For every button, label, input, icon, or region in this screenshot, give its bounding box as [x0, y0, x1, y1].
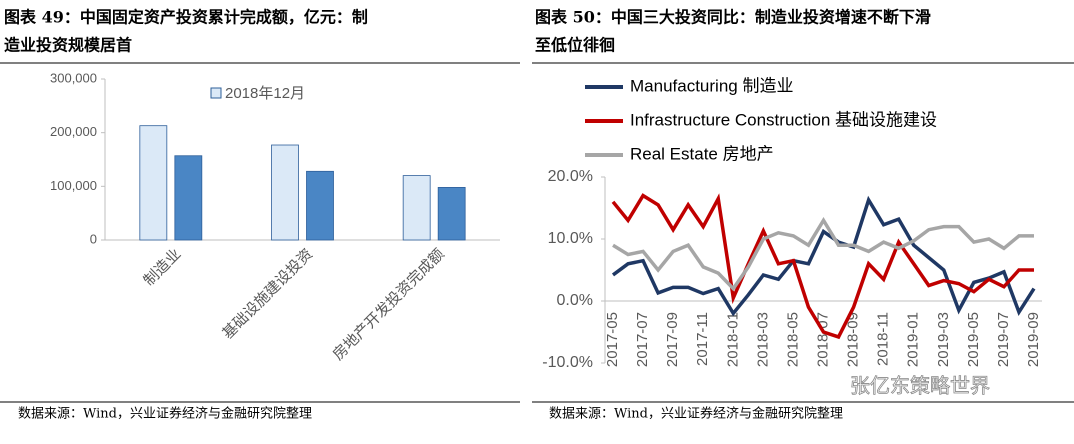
- line: [611, 195, 1036, 317]
- x-tick-label: 2017-11: [694, 312, 711, 366]
- x-tick-label: 2018-05: [784, 312, 801, 367]
- legend-label: 2018年12月: [225, 85, 305, 102]
- x-tick-label: 基础设施建设投资: [219, 246, 316, 343]
- bar: [402, 175, 431, 241]
- x-tick-label: 2019-07: [995, 312, 1012, 367]
- y-tick-label: 10.0%: [548, 230, 593, 247]
- bar: [437, 187, 466, 241]
- bar: [306, 170, 334, 241]
- bar: [139, 125, 168, 241]
- chart-title: 图表 49：中国固定资产投资累计完成额，亿元：制: [4, 8, 368, 27]
- watermark: 张亿东策略世界: [850, 374, 990, 397]
- x-tick-label: 2018-03: [754, 312, 771, 367]
- source: 数据来源：Wind，兴业证券经济与金融研究院整理: [549, 406, 843, 422]
- x-tick-label: 2018-11: [875, 312, 892, 366]
- y-tick-label: 300,000: [50, 70, 97, 85]
- y-tick-label: -10.0%: [542, 354, 593, 371]
- chart-title: 造业投资规模居首: [4, 36, 132, 55]
- x-tick-label: 2019-01: [905, 312, 922, 367]
- y-tick-label: 0.0%: [557, 292, 593, 309]
- chart-title: 至低位徘徊: [535, 36, 615, 55]
- x-tick-label: 房地产开发投资完成额: [330, 246, 448, 364]
- legend-label: Infrastructure Construction 基础设施建设: [630, 110, 937, 129]
- y-tick-label: 100,000: [50, 178, 97, 193]
- x-tick-label: 2019-05: [965, 312, 982, 367]
- y-tick-label: 20.0%: [548, 168, 593, 185]
- legend-swatch: [210, 87, 222, 99]
- bar: [174, 155, 203, 241]
- x-tick-label: 2017-07: [634, 312, 651, 367]
- bar: [271, 144, 299, 241]
- legend-label: Manufacturing 制造业: [630, 76, 793, 95]
- x-tick-label: 2018-01: [724, 312, 741, 367]
- x-tick-label: 2018-09: [845, 312, 862, 367]
- x-tick-label: 制造业: [141, 246, 185, 290]
- x-tick-label: 2017-09: [664, 312, 681, 367]
- line: [612, 217, 1034, 292]
- chart-title: 图表 50：中国三大投资同比：制造业投资增速不断下滑: [535, 8, 931, 27]
- y-tick-label: 200,000: [50, 124, 97, 139]
- line: [611, 193, 1034, 340]
- x-tick-label: 2017-05: [604, 312, 621, 367]
- y-tick-label: 0: [90, 231, 97, 246]
- x-tick-label: 2019-09: [1025, 312, 1042, 367]
- legend-label: Real Estate 房地产: [630, 144, 774, 163]
- source: 数据来源：Wind，兴业证券经济与金融研究院整理: [18, 406, 312, 422]
- x-tick-label: 2019-03: [935, 312, 952, 367]
